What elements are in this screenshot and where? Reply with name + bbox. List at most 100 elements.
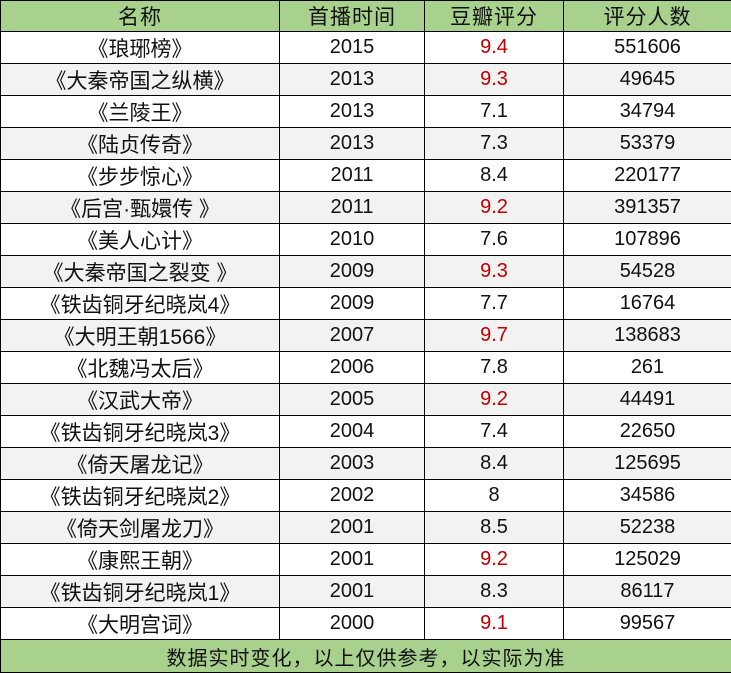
cell-air-year: 2003	[279, 447, 425, 480]
cell-douban-score: 8.4	[424, 159, 564, 192]
cell-name: 《美人心计》	[0, 223, 280, 256]
table-row: 《美人心计》 2010 7.6 107896	[0, 223, 731, 256]
cell-douban-score: 8.5	[424, 511, 564, 544]
table-row: 《大明宫词》 2000 9.1 99567	[0, 607, 731, 640]
cell-name: 《铁齿铜牙纪晓岚3》	[0, 415, 280, 448]
cell-rating-count: 220177	[563, 159, 731, 192]
cell-name: 《琅琊榜》	[0, 31, 280, 64]
table-body: 《琅琊榜》 2015 9.4 551606 《大秦帝国之纵横》 2013 9.3 49645 《…	[0, 31, 731, 640]
cell-rating-count: 125695	[563, 447, 731, 480]
cell-rating-count: 44491	[563, 383, 731, 416]
cell-name: 《铁齿铜牙纪晓岚4》	[0, 287, 280, 320]
cell-name: 《康熙王朝》	[0, 543, 280, 576]
cell-douban-score: 9.2	[424, 191, 564, 224]
cell-air-year: 2000	[279, 607, 425, 640]
header-row: 名称 首播时间 豆瓣评分 评分人数	[0, 0, 731, 32]
table-row: 《北魏冯太后》 2006 7.8 261	[0, 351, 731, 384]
cell-name: 《大明王朝1566》	[0, 319, 280, 352]
cell-name: 《铁齿铜牙纪晓岚1》	[0, 575, 280, 608]
cell-rating-count: 34794	[563, 95, 731, 128]
cell-douban-score: 9.2	[424, 383, 564, 416]
cell-rating-count: 49645	[563, 63, 731, 96]
table-row: 《后宫·甄嬛传 》 2011 9.2 391357	[0, 191, 731, 224]
cell-name: 《步步惊心》	[0, 159, 280, 192]
table-row: 《铁齿铜牙纪晓岚3》 2004 7.4 22650	[0, 415, 731, 448]
cell-air-year: 2005	[279, 383, 425, 416]
cell-rating-count: 22650	[563, 415, 731, 448]
cell-air-year: 2009	[279, 287, 425, 320]
footer-row: 数据实时变化，以上仅供参考，以实际为准	[0, 639, 731, 673]
cell-rating-count: 99567	[563, 607, 731, 640]
cell-air-year: 2001	[279, 543, 425, 576]
cell-douban-score: 7.4	[424, 415, 564, 448]
cell-name: 《大秦帝国之裂变 》	[0, 255, 280, 288]
cell-name: 《北魏冯太后》	[0, 351, 280, 384]
header-douban-score: 豆瓣评分	[424, 0, 564, 32]
cell-name: 《后宫·甄嬛传 》	[0, 191, 280, 224]
cell-rating-count: 125029	[563, 543, 731, 576]
cell-rating-count: 53379	[563, 127, 731, 160]
cell-douban-score: 7.8	[424, 351, 564, 384]
cell-name: 《倚天剑屠龙刀》	[0, 511, 280, 544]
cell-name: 《铁齿铜牙纪晓岚2》	[0, 479, 280, 512]
cell-air-year: 2011	[279, 191, 425, 224]
table-row: 《步步惊心》 2011 8.4 220177	[0, 159, 731, 192]
cell-air-year: 2007	[279, 319, 425, 352]
cell-rating-count: 138683	[563, 319, 731, 352]
cell-douban-score: 9.2	[424, 543, 564, 576]
cell-douban-score: 9.4	[424, 31, 564, 64]
cell-air-year: 2001	[279, 575, 425, 608]
cell-air-year: 2013	[279, 127, 425, 160]
cell-douban-score: 8	[424, 479, 564, 512]
cell-douban-score: 7.6	[424, 223, 564, 256]
cell-douban-score: 9.1	[424, 607, 564, 640]
cell-douban-score: 7.1	[424, 95, 564, 128]
table-row: 《铁齿铜牙纪晓岚2》 2002 8 34586	[0, 479, 731, 512]
cell-douban-score: 9.7	[424, 319, 564, 352]
cell-douban-score: 8.3	[424, 575, 564, 608]
cell-air-year: 2015	[279, 31, 425, 64]
cell-rating-count: 52238	[563, 511, 731, 544]
table-row: 《倚天剑屠龙刀》 2001 8.5 52238	[0, 511, 731, 544]
header-name: 名称	[0, 0, 280, 32]
cell-rating-count: 34586	[563, 479, 731, 512]
cell-name: 《大明宫词》	[0, 607, 280, 640]
cell-air-year: 2006	[279, 351, 425, 384]
cell-name: 《倚天屠龙记》	[0, 447, 280, 480]
table-row: 《大明王朝1566》 2007 9.7 138683	[0, 319, 731, 352]
cell-rating-count: 261	[563, 351, 731, 384]
cell-air-year: 2009	[279, 255, 425, 288]
cell-rating-count: 16764	[563, 287, 731, 320]
footer-note: 数据实时变化，以上仅供参考，以实际为准	[0, 639, 731, 673]
table-row: 《康熙王朝》 2001 9.2 125029	[0, 543, 731, 576]
cell-air-year: 2011	[279, 159, 425, 192]
cell-name: 《汉武大帝》	[0, 383, 280, 416]
header-rating-count: 评分人数	[563, 0, 731, 32]
table-row: 《大秦帝国之裂变 》 2009 9.3 54528	[0, 255, 731, 288]
cell-air-year: 2001	[279, 511, 425, 544]
header-air-year: 首播时间	[279, 0, 425, 32]
table-row: 《陆贞传奇》 2013 7.3 53379	[0, 127, 731, 160]
cell-douban-score: 7.7	[424, 287, 564, 320]
cell-rating-count: 86117	[563, 575, 731, 608]
cell-rating-count: 391357	[563, 191, 731, 224]
cell-air-year: 2002	[279, 479, 425, 512]
table-header: 名称 首播时间 豆瓣评分 评分人数	[0, 0, 731, 32]
table-row: 《汉武大帝》 2005 9.2 44491	[0, 383, 731, 416]
cell-air-year: 2010	[279, 223, 425, 256]
table-row: 《琅琊榜》 2015 9.4 551606	[0, 31, 731, 64]
cell-name: 《大秦帝国之纵横》	[0, 63, 280, 96]
cell-rating-count: 551606	[563, 31, 731, 64]
cell-douban-score: 8.4	[424, 447, 564, 480]
table-row: 《兰陵王》 2013 7.1 34794	[0, 95, 731, 128]
cell-rating-count: 54528	[563, 255, 731, 288]
cell-douban-score: 7.3	[424, 127, 564, 160]
cell-douban-score: 9.3	[424, 255, 564, 288]
table-row: 《铁齿铜牙纪晓岚1》 2001 8.3 86117	[0, 575, 731, 608]
cell-air-year: 2013	[279, 63, 425, 96]
cell-douban-score: 9.3	[424, 63, 564, 96]
cell-name: 《兰陵王》	[0, 95, 280, 128]
table-row: 《倚天屠龙记》 2003 8.4 125695	[0, 447, 731, 480]
